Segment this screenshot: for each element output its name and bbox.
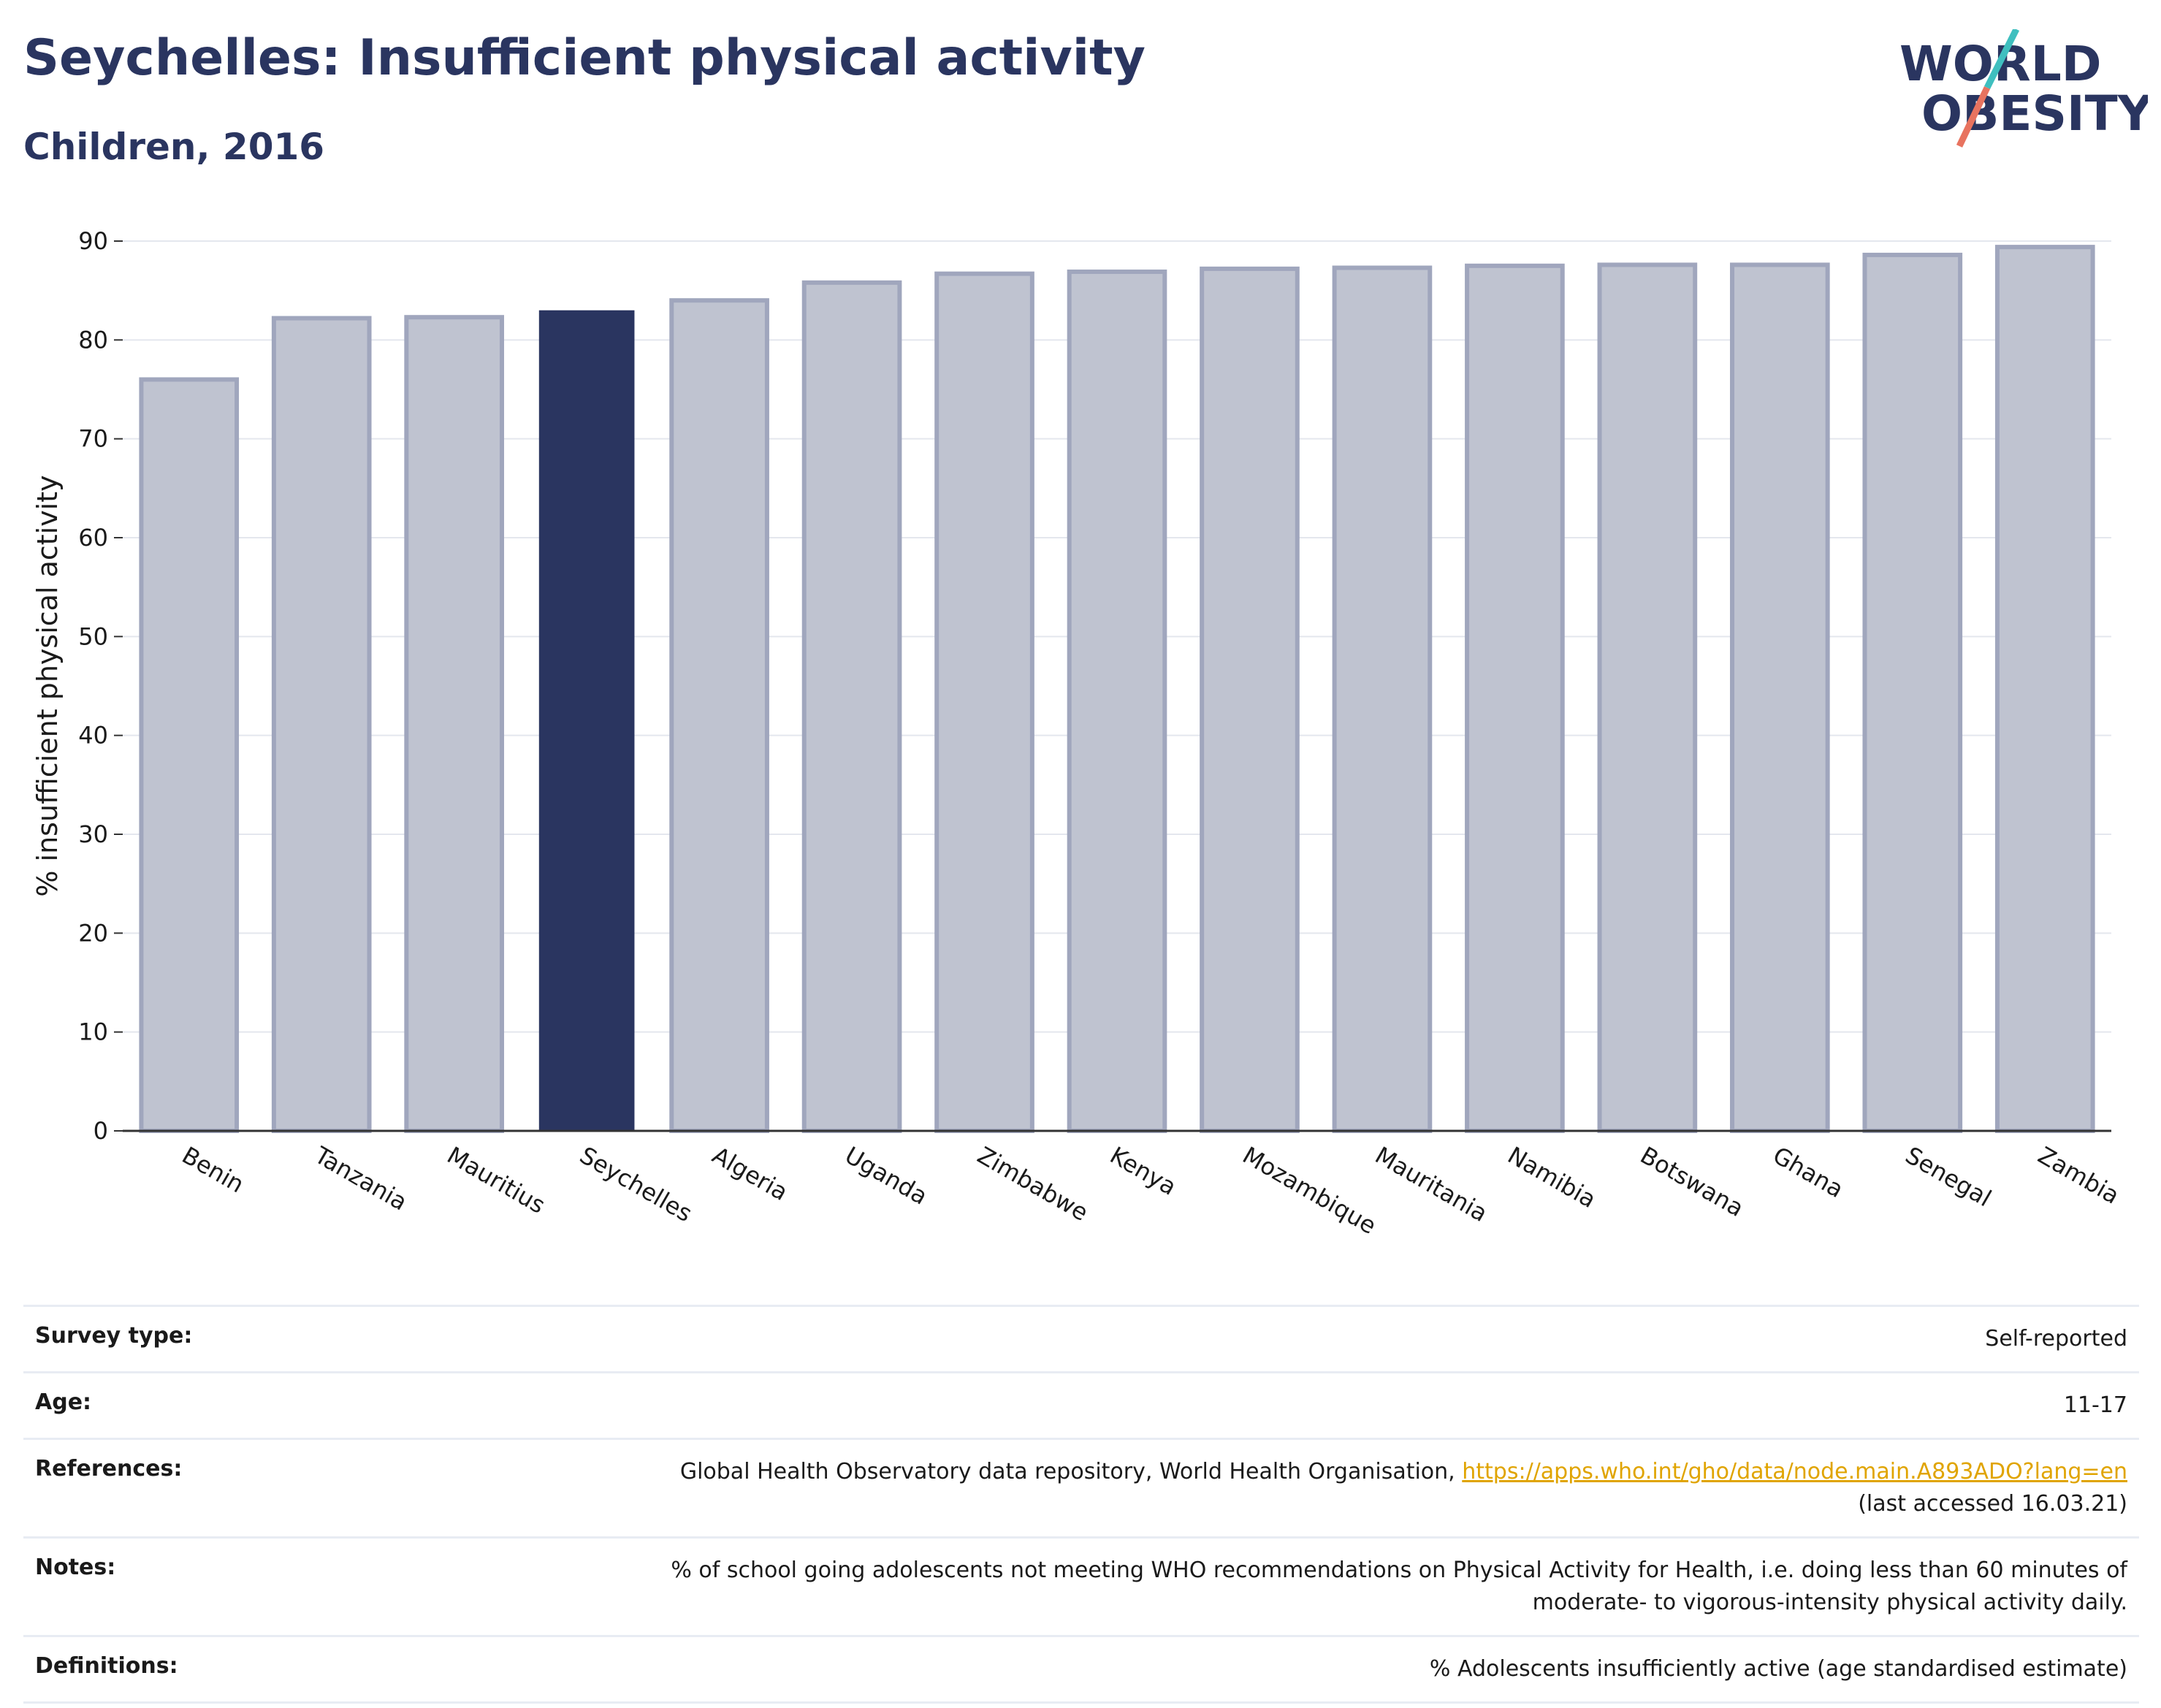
bar-algeria (669, 298, 769, 1134)
chart-subtitle: Children, 2016 (23, 126, 325, 168)
y-tick-labels: 0 10 20 30 40 50 60 70 80 90 (78, 227, 123, 1145)
x-tick-label: Algeria (708, 1141, 793, 1206)
x-tick-label: Zimbabwe (973, 1141, 1094, 1227)
notes-label: Notes: (35, 1555, 116, 1580)
x-tick-labels: Benin Tanzania Mauritius Seychelles Algeria U… (178, 1141, 2124, 1240)
x-tick-label: Senegal (1901, 1141, 1997, 1212)
y-tick-label: 50 (78, 622, 108, 650)
info-row-references: References: Global Health Observatory da… (23, 1438, 2139, 1536)
x-tick-label: Botswana (1636, 1141, 1748, 1222)
definitions-label: Definitions: (35, 1653, 178, 1679)
bar-mauritius (404, 315, 504, 1133)
survey-value: Self-reported (1985, 1326, 2127, 1351)
x-tick-label: Benin (178, 1141, 249, 1198)
x-tick-label: Zambia (2033, 1141, 2124, 1210)
info-table: Survey type: Self-reported Age: 11-17 Re… (23, 1305, 2139, 1704)
bar-senegal (1862, 252, 1963, 1133)
world-obesity-logo: WORLD OBESITY (1899, 29, 2148, 148)
y-tick-label: 60 (78, 524, 108, 552)
references-label: References: (35, 1456, 183, 1482)
y-tick-label: 80 (78, 326, 108, 354)
bar-benin (139, 377, 240, 1133)
x-tick-label: Namibia (1503, 1141, 1601, 1213)
bar-botswana (1597, 262, 1698, 1134)
bar-chart: 0 10 20 30 40 50 60 70 80 90 Benin Tanzania Mauriti… (31, 227, 2124, 1240)
references-value: Global Health Observatory data repositor… (680, 1456, 2127, 1520)
logo-slash-red (1956, 86, 1991, 148)
y-tick-label: 30 (78, 820, 108, 848)
info-row-survey: Survey type: Self-reported (23, 1305, 2139, 1371)
logo-slash-teal (1983, 29, 2020, 90)
bar-mozambique (1200, 266, 1300, 1134)
survey-label: Survey type: (35, 1323, 193, 1349)
bar-mauritania (1332, 265, 1433, 1133)
y-tick-label: 10 (78, 1018, 108, 1046)
x-tick-label: Ghana (1768, 1141, 1848, 1203)
notes-line2: moderate- to vigorous-intensity physical… (1532, 1590, 2127, 1615)
x-tick-label: Uganda (840, 1141, 932, 1211)
y-tick-label: 40 (78, 722, 108, 750)
chart-title: Seychelles: Insufficient physical activi… (23, 29, 1146, 87)
references-text: Global Health Observatory data repositor… (679, 1459, 1455, 1484)
y-tick-label: 70 (78, 425, 108, 453)
x-tick-label: Mauritius (443, 1141, 550, 1219)
notes-line1: % of school going adolescents not meetin… (671, 1558, 2127, 1583)
bars (139, 245, 2095, 1134)
age-value: 11-17 (2063, 1392, 2127, 1418)
x-tick-label: Tanzania (309, 1141, 412, 1216)
y-tick-label: 20 (78, 919, 108, 947)
y-axis-label: % insufficient physical activity (31, 475, 64, 896)
x-tick-label: Seychelles (575, 1141, 697, 1227)
bar-kenya (1067, 269, 1167, 1133)
bar-zimbabwe (934, 271, 1034, 1133)
notes-value: % of school going adolescents not meetin… (671, 1555, 2127, 1619)
bar-namibia (1465, 263, 1565, 1133)
bar-zambia (1994, 245, 2095, 1133)
references-link[interactable]: https://apps.who.int/gho/data/node.main.… (1462, 1459, 2127, 1484)
bar-seychelles (538, 310, 635, 1131)
y-tick-label: 90 (78, 227, 108, 255)
bar-uganda (801, 280, 902, 1134)
info-row-notes: Notes: % of school going adolescents not… (23, 1536, 2139, 1635)
x-tick-label: Mauritania (1371, 1141, 1493, 1227)
info-row-age: Age: 11-17 (23, 1371, 2139, 1438)
references-accessed: (last accessed 16.03.21) (1858, 1491, 2127, 1517)
bar-ghana (1730, 262, 1830, 1134)
info-row-definitions: Definitions: % Adolescents insufficientl… (23, 1635, 2139, 1704)
logo-line2: OBESITY (1921, 85, 2148, 142)
age-label: Age: (35, 1389, 92, 1415)
y-tick-label: 0 (94, 1117, 108, 1145)
bar-tanzania (271, 316, 372, 1133)
x-tick-label: Mozambique (1238, 1141, 1381, 1240)
definitions-value: % Adolescents insufficiently active (age… (1429, 1656, 2127, 1682)
x-tick-label: Kenya (1105, 1141, 1181, 1201)
